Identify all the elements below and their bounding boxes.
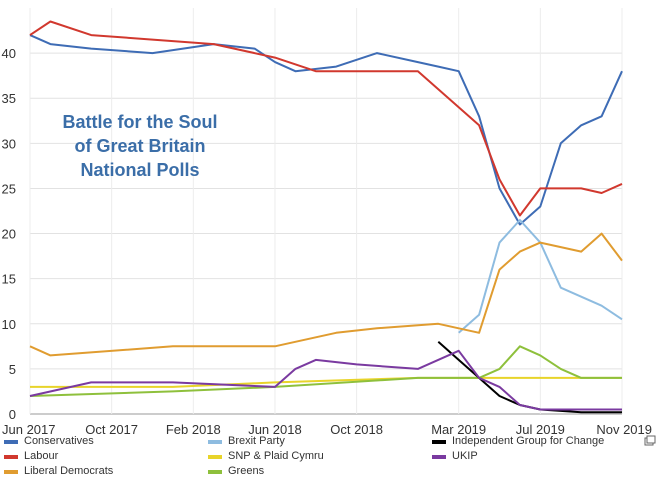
legend-label: Independent Group for Change — [452, 435, 604, 447]
legend-label: Conservatives — [24, 435, 94, 447]
series-line-labour — [29, 20, 623, 217]
legend-swatch — [432, 455, 446, 459]
legend-swatch — [432, 440, 446, 444]
series-lines — [29, 20, 623, 414]
title-line-3: National Polls — [80, 160, 199, 180]
y-tick-label: 0 — [9, 407, 16, 422]
legend-swatch — [208, 470, 222, 474]
series-line-conservatives — [29, 34, 623, 226]
legend-swatch — [4, 455, 18, 459]
x-axis-ticks: Jun 2017 Oct 2017 Feb 2018 Jun 2018 Oct 2018… — [2, 422, 652, 437]
chart-title: Battle for the Soul of Great Britain Nat… — [62, 112, 217, 180]
y-tick-label: 25 — [2, 181, 16, 196]
x-tick-label: Jul 2019 — [516, 422, 565, 437]
x-tick-label: Nov 2019 — [596, 422, 652, 437]
legend-swatch — [4, 440, 18, 444]
y-tick-label: 30 — [2, 136, 16, 151]
y-tick-label: 5 — [9, 362, 16, 377]
series-line-independent-group-for-change — [437, 341, 622, 414]
y-tick-label: 40 — [2, 46, 16, 61]
x-tick-label: Oct 2017 — [85, 422, 138, 437]
x-tick-label: Mar 2019 — [431, 422, 486, 437]
legend: Conservatives Brexit Party Independent Gro… — [4, 435, 604, 477]
series-line-ukip — [29, 349, 622, 411]
legend-label: Labour — [24, 450, 59, 462]
x-tick-label: Oct 2018 — [330, 422, 383, 437]
x-tick-label: Feb 2018 — [166, 422, 221, 437]
title-line-1: Battle for the Soul — [62, 112, 217, 132]
legend-swatch — [208, 455, 222, 459]
title-line-2: of Great Britain — [74, 136, 205, 156]
series-line-liberal-democrats — [29, 232, 623, 357]
legend-label: UKIP — [452, 450, 478, 462]
y-tick-label: 10 — [2, 317, 16, 332]
x-tick-label: Jun 2017 — [2, 422, 56, 437]
legend-label: Liberal Democrats — [24, 465, 114, 477]
legend-swatch — [4, 470, 18, 474]
legend-label: Brexit Party — [228, 435, 285, 447]
series-line-greens — [29, 345, 622, 397]
legend-label: Greens — [228, 465, 265, 477]
popout-icon[interactable] — [644, 435, 656, 446]
y-tick-label: 15 — [2, 272, 16, 287]
legend-swatch — [208, 440, 222, 444]
y-tick-label: 20 — [2, 227, 16, 242]
x-tick-label: Jun 2018 — [248, 422, 302, 437]
series-line-snp-plaid-cymru — [30, 376, 622, 388]
y-axis-ticks: 0 5 10 15 20 25 30 35 40 — [2, 46, 16, 422]
legend-label: SNP & Plaid Cymru — [228, 450, 324, 462]
y-tick-label: 35 — [2, 91, 16, 106]
